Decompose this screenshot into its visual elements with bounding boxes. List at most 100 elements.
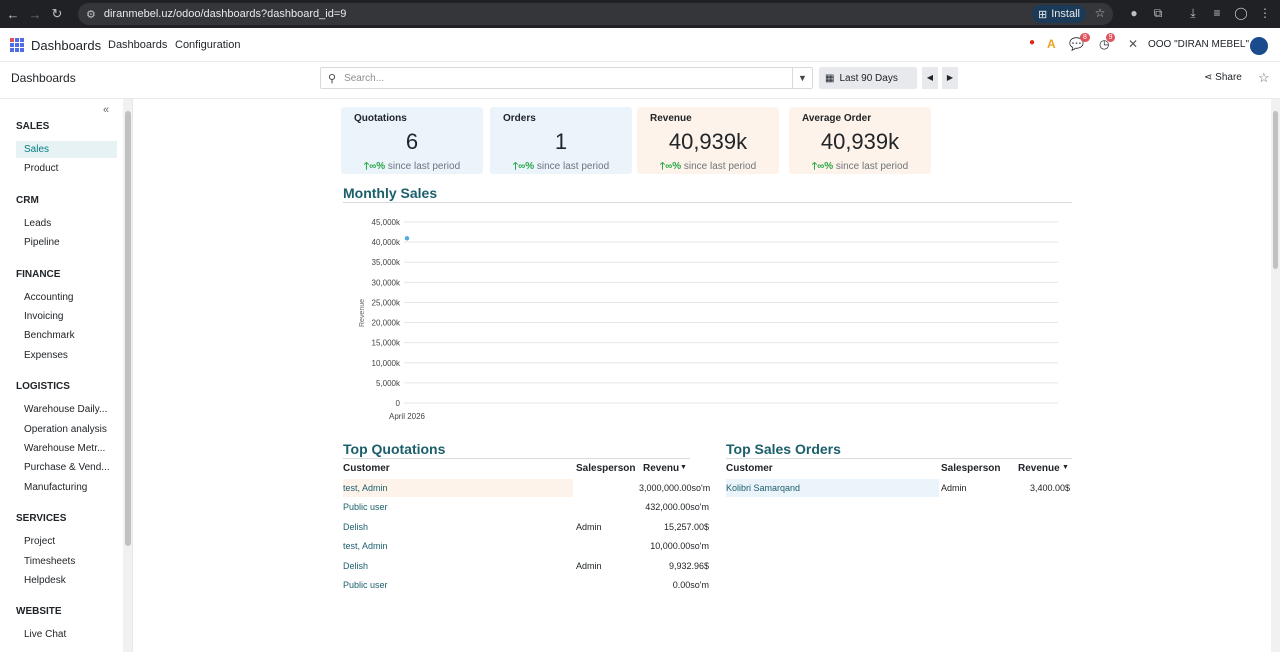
- revenue-cell: 0.00so'm: [672, 580, 709, 590]
- search-options-toggle[interactable]: ▼: [792, 68, 812, 88]
- bookmark-star-icon[interactable]: ☆: [1094, 6, 1106, 20]
- sidebar-item-purchase-vend[interactable]: Purchase & Vend...: [24, 462, 110, 474]
- revenue-cell: 3,000,000.00so'm: [639, 483, 711, 493]
- back-icon[interactable]: ←: [6, 6, 20, 22]
- breadcrumb: Dashboards: [11, 71, 76, 85]
- customer-link[interactable]: Delish: [343, 521, 369, 532]
- recording-icon[interactable]: ●: [1029, 37, 1036, 48]
- address-bar[interactable]: ⚙ diranmebel.uz/odoo/dashboards?dashboar…: [78, 3, 1113, 25]
- customer-link[interactable]: Delish: [343, 560, 369, 571]
- sidebar-item-operation-analysis[interactable]: Operation analysis: [24, 423, 107, 435]
- sidebar-item-manufacturing[interactable]: Manufacturing: [24, 481, 88, 493]
- menu-dots-icon[interactable]: ⋮: [1259, 6, 1271, 20]
- customer-link[interactable]: Public user: [343, 502, 388, 513]
- download-icon[interactable]: ⤓: [1190, 6, 1196, 20]
- reload-icon[interactable]: ↻: [51, 6, 63, 21]
- company-switcher[interactable]: OOO "DIRAN MEBEL": [1148, 39, 1250, 50]
- activities-icon[interactable]: ◷ 9: [1099, 33, 1116, 51]
- sidebar-item-benchmark[interactable]: Benchmark: [24, 330, 75, 342]
- revenue-cell: 432,000.00so'm: [645, 502, 709, 513]
- y-tick-label: 15,000k: [372, 339, 401, 348]
- sidebar-item-leads[interactable]: Leads: [24, 217, 52, 229]
- main-scrollbar[interactable]: [1271, 99, 1280, 652]
- sidebar-scroll-thumb[interactable]: [125, 111, 131, 546]
- extension-icon[interactable]: ●: [1130, 6, 1138, 20]
- install-button[interactable]: ⊞ Install: [1032, 5, 1086, 23]
- kpi-delta-value: ∞%: [518, 161, 535, 172]
- share-button[interactable]: ⋖ Share: [1204, 72, 1242, 83]
- favorite-star-icon[interactable]: ☆: [1258, 70, 1270, 85]
- collapse-sidebar-icon[interactable]: «: [103, 104, 110, 116]
- revenue-cell: 9,932.96$: [668, 560, 709, 571]
- sidebar-item-helpdesk[interactable]: Helpdesk: [24, 575, 66, 586]
- y-tick-label: 25,000k: [372, 298, 401, 307]
- messages-badge: 8: [1080, 33, 1090, 42]
- sort-desc-icon[interactable]: ▼: [680, 464, 687, 471]
- chart-data-point[interactable]: [404, 236, 410, 241]
- revenue-cell: 15,257.00$: [663, 521, 709, 532]
- sidebar-item-project[interactable]: Project: [24, 536, 56, 548]
- kpi-title: Quotations: [354, 113, 407, 124]
- sidebar-item-warehouse-metr[interactable]: Warehouse Metr...: [24, 443, 106, 454]
- apps-menu-icon[interactable]: [10, 38, 24, 52]
- customer-link[interactable]: test, Admin: [343, 483, 388, 493]
- user-avatar[interactable]: [1250, 37, 1268, 55]
- y-tick-label: 0: [396, 399, 401, 408]
- messages-icon[interactable]: 💬 8: [1069, 33, 1090, 51]
- y-tick-label: 20,000k: [372, 319, 401, 328]
- forward-icon[interactable]: →: [28, 6, 42, 22]
- profile-icon[interactable]: ◯: [1234, 6, 1248, 20]
- kpi-card-average-order[interactable]: Average Order 40,939k 🡑∞% since last perio…: [789, 107, 931, 174]
- sidebar-section-finance: FINANCE: [16, 268, 61, 280]
- app-name[interactable]: Dashboards: [31, 38, 102, 53]
- sidebar-item-sales[interactable]: Sales: [16, 141, 117, 158]
- search-input[interactable]: ⚲ Search... ▼: [320, 67, 813, 89]
- media-icon[interactable]: ≡: [1213, 6, 1221, 20]
- sidebar-scrollbar[interactable]: [123, 99, 132, 652]
- divider: [726, 458, 1072, 459]
- kpi-delta: 🡑∞% since last period: [637, 159, 779, 176]
- customer-link[interactable]: test, Admin: [343, 541, 388, 552]
- menu-configuration[interactable]: Configuration: [175, 39, 241, 51]
- menu-dashboards[interactable]: Dashboards: [108, 39, 168, 51]
- kpi-card-orders[interactable]: Orders 1 🡑∞% since last period: [490, 107, 632, 174]
- x-tick-label: April 2026: [389, 412, 426, 421]
- customer-link[interactable]: Public user: [343, 580, 388, 590]
- sidebar-item-live-chat[interactable]: Live Chat: [24, 629, 67, 641]
- kpi-delta-value: ∞%: [665, 161, 682, 172]
- tools-icon[interactable]: ✕: [1128, 37, 1139, 51]
- puzzle-icon[interactable]: ⧉: [1153, 6, 1163, 20]
- previous-period-button[interactable]: ◀: [922, 67, 938, 89]
- search-icon: ⚲: [328, 72, 337, 85]
- site-info-icon[interactable]: ⚙: [86, 8, 96, 21]
- install-icon: ⊞: [1038, 8, 1048, 21]
- assistant-icon[interactable]: A: [1047, 37, 1056, 51]
- sidebar-item-pipeline[interactable]: Pipeline: [24, 237, 60, 249]
- kpi-since: since last period: [835, 161, 909, 172]
- sidebar-item-product[interactable]: Product: [24, 163, 59, 175]
- column-header-salesperson[interactable]: Salesperson: [941, 463, 1001, 474]
- sidebar-section-website: WEBSITE: [16, 606, 62, 618]
- column-header-salesperson[interactable]: Salesperson: [576, 463, 636, 474]
- search-placeholder: Search...: [344, 72, 385, 84]
- sidebar-item-invoicing[interactable]: Invoicing: [24, 311, 64, 322]
- dashboard-sidebar: « SALES Sales Product CRM Leads Pipeline FINAN…: [0, 99, 133, 652]
- column-header-revenu[interactable]: Revenu: [643, 463, 680, 474]
- sidebar-item-warehouse-daily[interactable]: Warehouse Daily...: [24, 404, 108, 416]
- top-quotations-title: Top Quotations: [343, 441, 446, 457]
- kpi-card-quotations[interactable]: Quotations 6 🡑∞% since last period: [341, 107, 483, 174]
- sidebar-item-expenses[interactable]: Expenses: [24, 349, 68, 361]
- column-header-customer[interactable]: Customer: [726, 463, 773, 474]
- period-filter-button[interactable]: ▦ Last 90 Days: [819, 67, 917, 89]
- kpi-card-revenue[interactable]: Revenue 40,939k 🡑∞% since last period: [637, 107, 779, 174]
- sort-desc-icon[interactable]: ▼: [1062, 464, 1069, 471]
- browser-toolbar: ← → ↻ ⚙ diranmebel.uz/odoo/dashboards?da…: [0, 0, 1280, 28]
- calendar-icon: ▦: [825, 72, 835, 84]
- column-header-customer[interactable]: Customer: [343, 463, 390, 474]
- sidebar-item-accounting[interactable]: Accounting: [24, 291, 74, 303]
- column-header-revenue[interactable]: Revenue: [1018, 463, 1060, 474]
- main-scroll-thumb[interactable]: [1273, 111, 1278, 269]
- next-period-button[interactable]: ▶: [942, 67, 958, 89]
- sidebar-item-timesheets[interactable]: Timesheets: [24, 555, 76, 567]
- customer-link[interactable]: Kolibri Samarqand: [726, 483, 801, 493]
